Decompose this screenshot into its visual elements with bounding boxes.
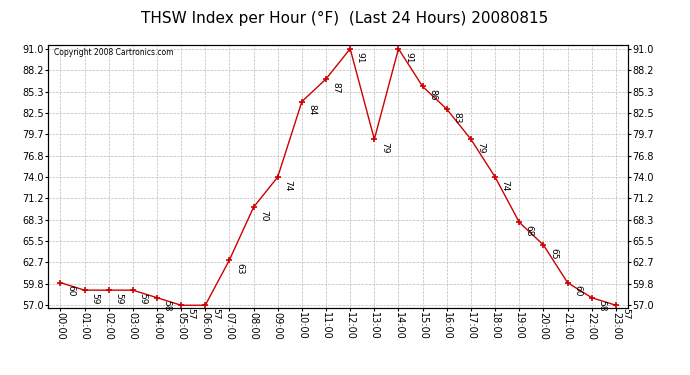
Text: 79: 79 <box>477 142 486 154</box>
Text: 68: 68 <box>525 225 534 237</box>
Text: 59: 59 <box>90 293 99 304</box>
Text: THSW Index per Hour (°F)  (Last 24 Hours) 20080815: THSW Index per Hour (°F) (Last 24 Hours)… <box>141 11 549 26</box>
Text: 74: 74 <box>284 180 293 191</box>
Text: Copyright 2008 Cartronics.com: Copyright 2008 Cartronics.com <box>54 48 174 57</box>
Text: 57: 57 <box>622 308 631 320</box>
Text: 59: 59 <box>139 293 148 304</box>
Text: 60: 60 <box>66 285 75 297</box>
Text: 63: 63 <box>235 263 244 274</box>
Text: 86: 86 <box>428 89 437 101</box>
Text: 74: 74 <box>501 180 510 191</box>
Text: 57: 57 <box>211 308 220 320</box>
Text: 57: 57 <box>187 308 196 320</box>
Text: 91: 91 <box>356 51 365 63</box>
Text: 65: 65 <box>549 248 558 259</box>
Text: 91: 91 <box>404 51 413 63</box>
Text: 58: 58 <box>598 300 607 312</box>
Text: 87: 87 <box>332 82 341 93</box>
Text: 84: 84 <box>308 104 317 116</box>
Text: 59: 59 <box>115 293 124 304</box>
Text: 79: 79 <box>380 142 389 154</box>
Text: 70: 70 <box>259 210 268 222</box>
Text: 60: 60 <box>573 285 582 297</box>
Text: 58: 58 <box>163 300 172 312</box>
Text: 83: 83 <box>453 112 462 123</box>
